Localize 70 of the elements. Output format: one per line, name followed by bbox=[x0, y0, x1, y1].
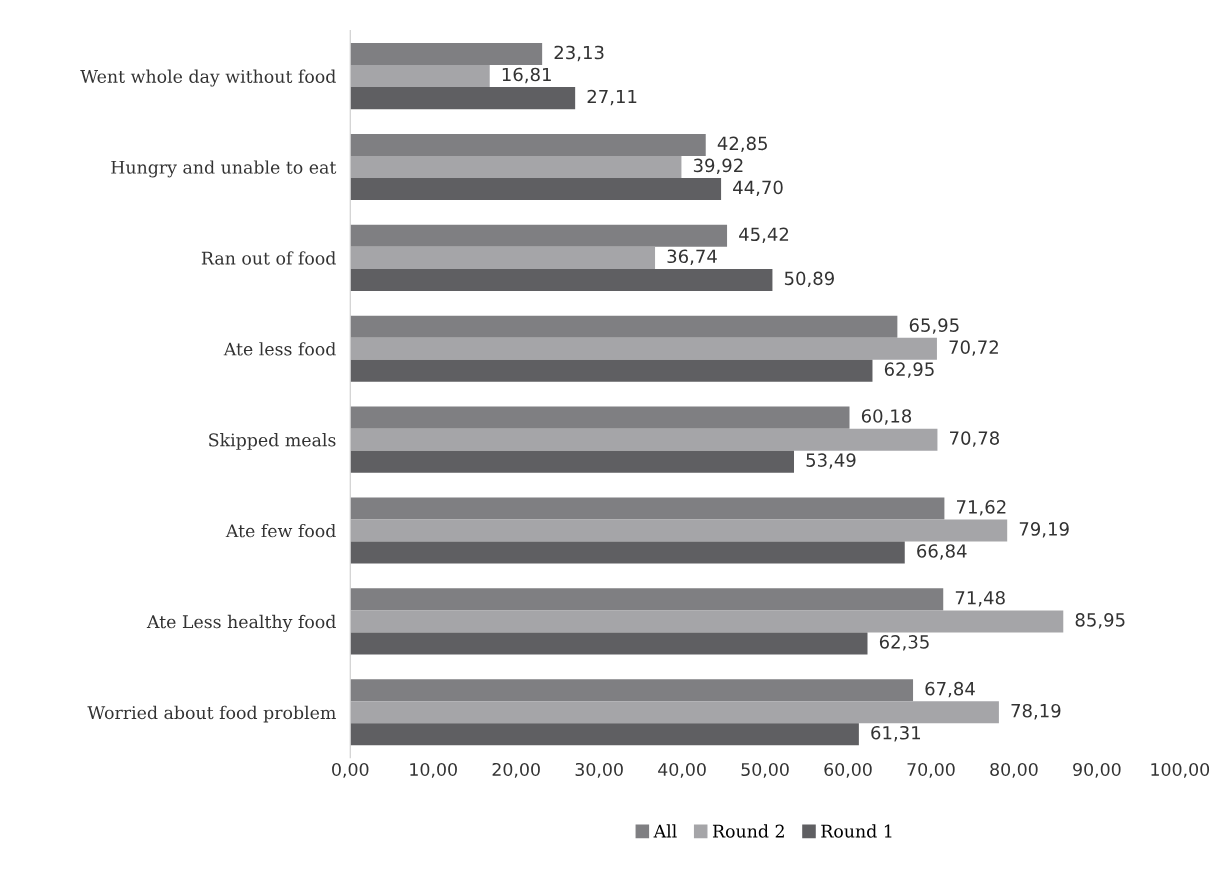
data-label: 65,95 bbox=[909, 318, 959, 334]
data-label: 42,85 bbox=[717, 136, 767, 153]
y-tick-label: Hungry and unable to eat bbox=[111, 160, 337, 178]
data-label: 23,13 bbox=[554, 45, 604, 62]
y-tick-label: Ate few food bbox=[225, 523, 336, 538]
bar bbox=[350, 497, 945, 520]
x-tick-label: 40,00 bbox=[658, 762, 706, 778]
data-label: 78,19 bbox=[1011, 703, 1061, 720]
legend-label: All bbox=[653, 824, 677, 838]
data-label: 44,70 bbox=[733, 180, 783, 197]
bar bbox=[350, 359, 873, 382]
bar bbox=[350, 133, 706, 156]
data-label: 36,74 bbox=[667, 249, 717, 265]
y-tick-label: Ate less food bbox=[223, 342, 336, 356]
bar bbox=[350, 679, 914, 702]
x-tick-label: 50,00 bbox=[741, 762, 789, 778]
bar bbox=[350, 315, 898, 338]
data-label: 27,11 bbox=[587, 89, 637, 106]
bar bbox=[350, 246, 656, 269]
legend-label: Round 1 bbox=[821, 824, 892, 838]
data-label: 70,78 bbox=[950, 431, 999, 447]
bar bbox=[350, 337, 937, 360]
data-label: 71,62 bbox=[957, 500, 1006, 516]
bar bbox=[350, 632, 868, 655]
legend-label: Round 2 bbox=[712, 824, 784, 838]
data-label: 67,84 bbox=[925, 681, 975, 698]
bar bbox=[350, 428, 938, 451]
data-label: 79,19 bbox=[1019, 522, 1069, 538]
data-label: 39,92 bbox=[693, 158, 743, 175]
bar bbox=[350, 519, 1008, 542]
data-label: 45,42 bbox=[739, 227, 789, 243]
y-tick-label: Went whole day without food bbox=[80, 69, 336, 87]
bar bbox=[350, 65, 490, 88]
data-label: 50,89 bbox=[784, 271, 834, 287]
data-label: 53,49 bbox=[806, 453, 856, 469]
x-tick-label: 60,00 bbox=[824, 762, 872, 778]
bar bbox=[350, 610, 1064, 633]
x-tick-label: 30,00 bbox=[575, 762, 623, 778]
bar bbox=[350, 43, 543, 66]
data-label: 71,48 bbox=[955, 590, 1005, 607]
y-tick-label: Skipped meals bbox=[209, 433, 336, 450]
x-tick-label: 70,00 bbox=[907, 762, 955, 778]
data-label: 61,31 bbox=[871, 725, 921, 742]
bar bbox=[350, 268, 773, 291]
bar bbox=[350, 155, 682, 178]
x-tick-label: 100,00 bbox=[1151, 762, 1210, 778]
bar bbox=[350, 450, 794, 473]
data-label: 62,35 bbox=[879, 635, 929, 651]
bar bbox=[350, 178, 722, 201]
x-tick-label: 90,00 bbox=[1073, 762, 1121, 778]
data-label: 62,95 bbox=[884, 362, 934, 378]
y-tick-label: Ran out of food bbox=[201, 251, 336, 265]
data-label: 16,81 bbox=[502, 67, 551, 84]
data-label: 60,18 bbox=[861, 409, 912, 425]
x-tick-label: 20,00 bbox=[492, 762, 540, 778]
data-label: 70,72 bbox=[949, 340, 998, 356]
x-tick-label: 10,00 bbox=[410, 762, 457, 778]
bar bbox=[350, 406, 850, 429]
bar bbox=[350, 588, 944, 611]
data-label: 85,95 bbox=[1075, 612, 1125, 629]
bar bbox=[350, 224, 728, 247]
y-tick-label: Ate Less healthy food bbox=[146, 614, 336, 632]
bar bbox=[350, 87, 576, 110]
bar bbox=[350, 701, 999, 724]
y-tick-label: Worried about food problem bbox=[87, 705, 336, 723]
x-tick-label: 80,00 bbox=[990, 762, 1038, 778]
bar bbox=[350, 723, 859, 746]
data-label: 66,84 bbox=[917, 544, 967, 560]
x-tick-label: 0,00 bbox=[332, 762, 369, 778]
bar bbox=[350, 541, 905, 564]
